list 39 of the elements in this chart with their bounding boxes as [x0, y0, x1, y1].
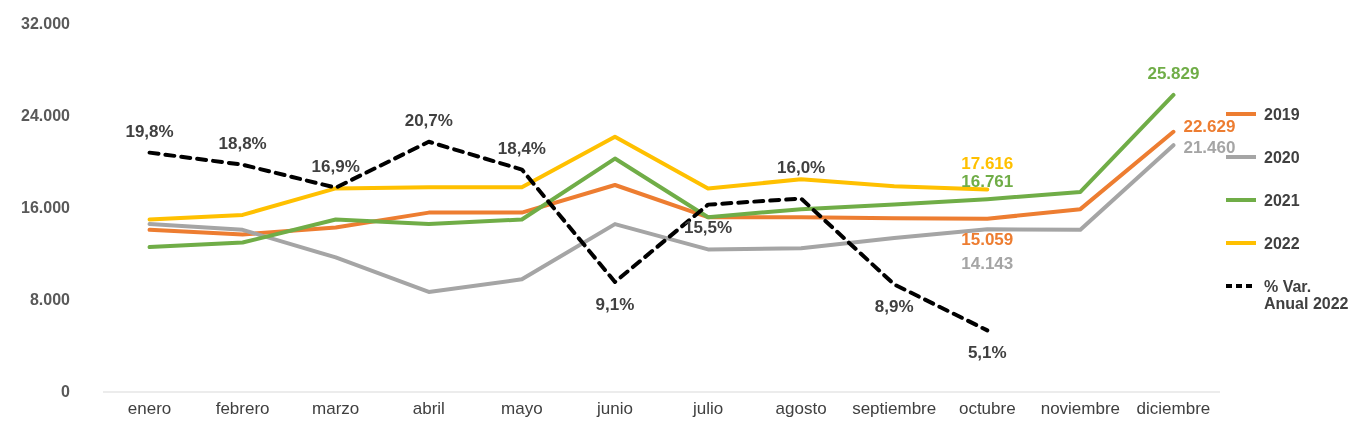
- data-label: 18,4%: [497, 138, 546, 158]
- data-label: 21.460: [1183, 138, 1236, 158]
- legend-label: 2021: [1264, 192, 1300, 209]
- data-label: 16.761: [961, 172, 1014, 192]
- data-label: 5,1%: [967, 343, 1007, 363]
- x-tick-label: octubre: [958, 399, 1016, 418]
- y-tick-label: 0: [61, 383, 71, 400]
- legend-label: % Var. Anual 2022: [1264, 278, 1349, 312]
- y-tick-label: 8.000: [29, 291, 71, 308]
- legend-label: 2020: [1264, 149, 1300, 166]
- x-tick-label: noviembre: [1040, 399, 1121, 418]
- x-tick-label: junio: [596, 399, 633, 418]
- data-label: 20,7%: [404, 110, 453, 130]
- y-tick-label: 24.000: [21, 107, 71, 124]
- x-tick-label: septiembre: [852, 399, 937, 418]
- x-tick-label: mayo: [501, 399, 543, 418]
- x-tick-label: abril: [412, 399, 445, 418]
- data-label: 9,1%: [595, 294, 635, 314]
- data-label: 8,9%: [874, 297, 914, 317]
- x-tick-label: agosto: [775, 399, 827, 418]
- data-label: 15.059: [961, 229, 1014, 249]
- data-label: 16,0%: [777, 157, 826, 177]
- data-label: 15,5%: [683, 217, 733, 237]
- x-tick-label: febrero: [215, 399, 270, 418]
- legend-label: 2019: [1264, 106, 1300, 123]
- x-tick-label: julio: [691, 399, 724, 418]
- data-label: 19,8%: [125, 121, 174, 141]
- y-tick-label: 32.000: [21, 15, 71, 32]
- x-tick-label: enero: [127, 399, 172, 418]
- data-label: 14.143: [961, 254, 1014, 274]
- data-label: 17.616: [961, 154, 1014, 174]
- data-label: 22.629: [1183, 116, 1236, 136]
- x-tick-label: marzo: [312, 399, 360, 418]
- legend-label: 2022: [1264, 235, 1300, 252]
- data-label: 18,8%: [218, 133, 267, 153]
- data-label: 16,9%: [311, 156, 360, 176]
- y-tick-label: 16.000: [21, 199, 71, 216]
- data-label: 25.829: [1147, 63, 1200, 83]
- x-tick-label: diciembre: [1136, 399, 1211, 418]
